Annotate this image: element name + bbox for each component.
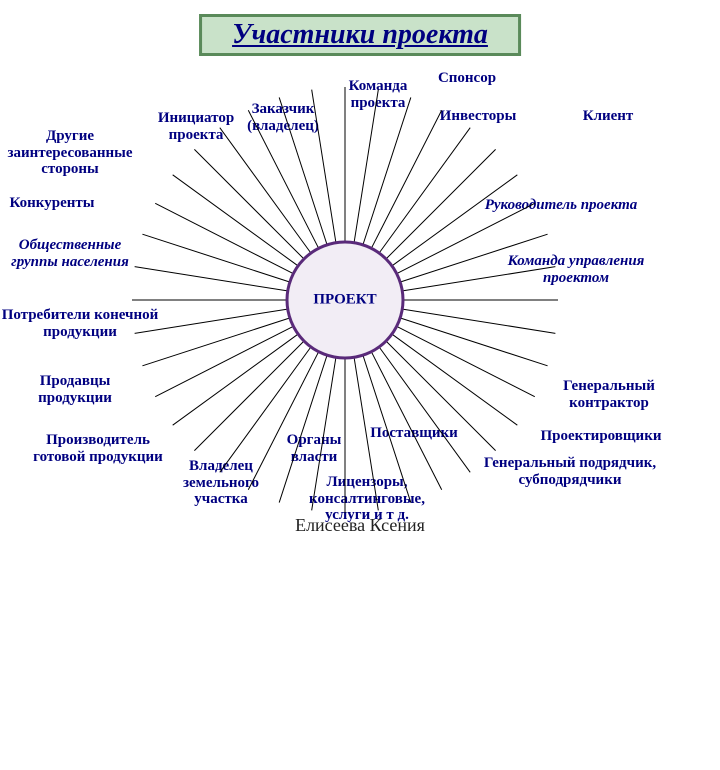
center-circle <box>275 230 720 770</box>
center-label: ПРОЕКТ <box>313 292 376 309</box>
